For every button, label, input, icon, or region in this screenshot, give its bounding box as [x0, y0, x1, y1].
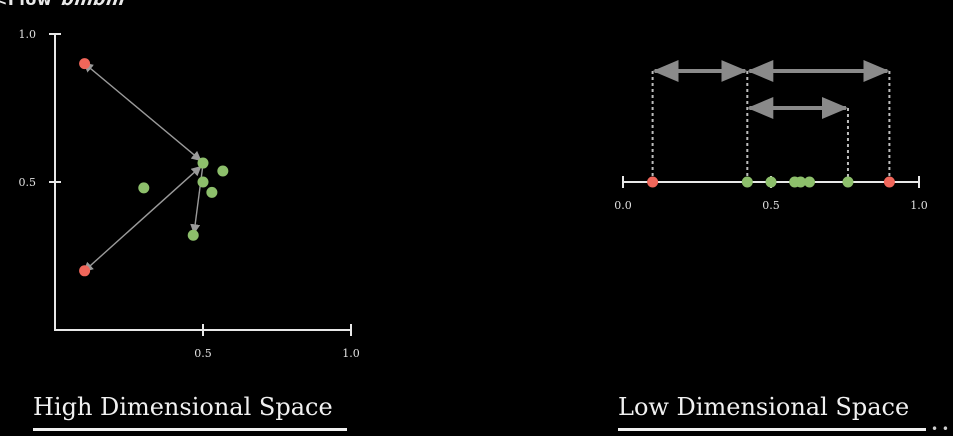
watermark-text: <Flow — [0, 0, 52, 9]
cluster-point — [842, 176, 854, 188]
watermark: <Flowƀılıƀılı — [0, 0, 127, 10]
cluster-point — [138, 182, 150, 194]
outlier-point — [883, 176, 895, 188]
cluster-point — [197, 176, 209, 188]
outlier-point — [647, 176, 659, 188]
x-tick-label: 1.0 — [342, 347, 360, 360]
y-tick-label: 0.5 — [19, 176, 37, 189]
x-tick-label: 0.5 — [194, 347, 212, 360]
outlier-point — [79, 58, 91, 70]
y-tick-label: 1.0 — [19, 28, 37, 41]
x-tick-label: 0.5 — [762, 199, 780, 212]
cluster-point — [795, 176, 807, 188]
cluster-point — [206, 186, 218, 198]
distance-arrow — [83, 62, 202, 162]
more-dots-icon: • • — [931, 422, 949, 436]
cluster-point — [765, 176, 777, 188]
high-dimensional-title: High Dimensional Space — [33, 393, 333, 421]
cluster-point — [217, 165, 229, 177]
low-dimensional-title: Low Dimensional Space — [618, 393, 910, 421]
cluster-point — [803, 176, 815, 188]
distance-arrow — [83, 165, 202, 273]
outlier-point — [79, 265, 91, 277]
high-dimensional-plot: 0.5 1.0 0.5 1.0 — [19, 28, 360, 360]
low-dimensional-plot: 0.0 0.5 1.0 — [614, 60, 928, 212]
x-tick-label: 1.0 — [910, 199, 928, 212]
cluster-point — [741, 176, 753, 188]
cluster-point — [187, 229, 199, 241]
x-tick-label: 0.0 — [614, 199, 632, 212]
cluster-point — [197, 157, 209, 169]
high-dimensional-underline — [33, 428, 347, 431]
low-dimensional-underline — [618, 428, 926, 431]
distance-arrow — [190, 164, 204, 235]
